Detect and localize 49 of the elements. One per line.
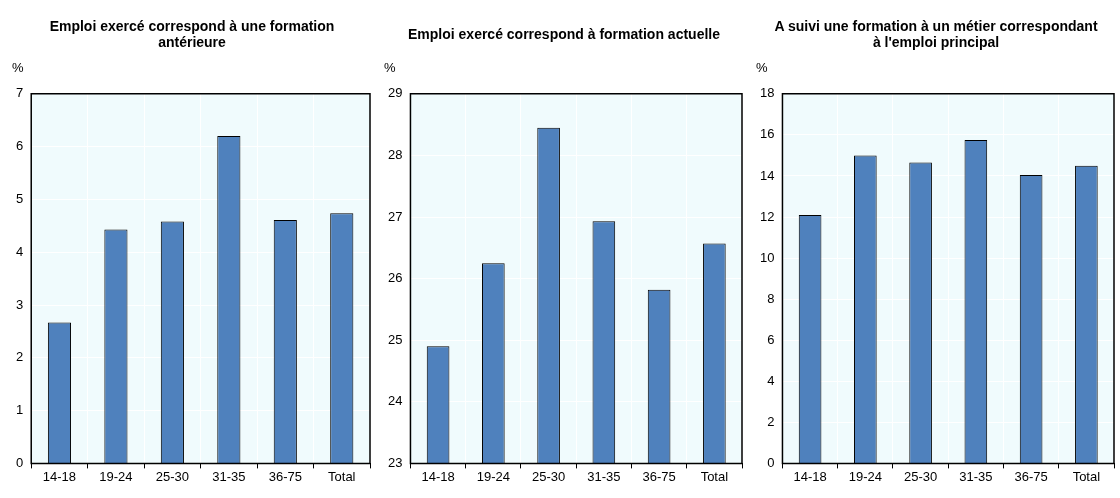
x-tick-label: Total	[328, 468, 356, 484]
y-tick-label: 1	[16, 402, 24, 418]
x-tick-label: 14-18	[42, 468, 77, 484]
x-tick-label: 36-75	[642, 468, 676, 484]
y-tick-label: 8	[767, 290, 775, 306]
y-tick-label: 6	[16, 138, 24, 154]
x-tick-label: 19-24	[848, 468, 882, 484]
y-tick-label: 16	[759, 126, 775, 142]
x-tick-label: 25-30	[903, 468, 938, 484]
x-tick-label: Total	[1072, 468, 1101, 484]
y-tick-label: 29	[387, 85, 403, 101]
chart-title: A suivi une formation à un métier correspondant à l'emploi principal	[773, 17, 1099, 52]
y-axis-title: %	[755, 60, 769, 77]
x-tick-label: 25-30	[531, 468, 566, 484]
y-tick-label: 5	[16, 190, 24, 206]
x-tick-label: 36-75	[268, 468, 302, 484]
x-tick-label: 31-35	[212, 468, 246, 484]
y-tick-label: 25	[387, 331, 403, 347]
x-tick-label: 36-75	[1014, 468, 1048, 484]
x-tick-label: 25-30	[155, 468, 190, 484]
y-tick-label: 2	[16, 349, 24, 365]
y-tick-label: 27	[387, 208, 403, 224]
y-tick-label: 7	[16, 85, 24, 101]
y-tick-label: 26	[387, 270, 403, 286]
chart-title: Emploi exercé correspond à formation actuelle	[407, 25, 721, 44]
x-tick-label: 31-35	[959, 468, 993, 484]
y-tick-label: 3	[16, 296, 24, 312]
x-tick-label: 31-35	[587, 468, 621, 484]
y-tick-label: 24	[387, 393, 403, 409]
y-tick-label: 14	[759, 167, 775, 183]
x-tick-label: 14-18	[421, 468, 455, 484]
x-tick-label: Total	[700, 468, 729, 484]
y-tick-label: 2	[767, 413, 775, 429]
y-axis-title: %	[383, 60, 397, 77]
y-tick-label: 23	[387, 454, 403, 470]
y-tick-label: 28	[387, 146, 403, 162]
y-tick-label: 12	[759, 208, 775, 224]
x-tick-label: 14-18	[793, 468, 827, 484]
y-tick-label: 10	[759, 249, 775, 265]
y-axis-title: %	[11, 60, 25, 77]
x-tick-label: 19-24	[99, 468, 133, 484]
y-tick-label: 6	[767, 331, 775, 347]
x-tick-label: 19-24	[476, 468, 510, 484]
y-tick-label: 18	[759, 85, 775, 101]
y-tick-label: 0	[767, 454, 775, 470]
y-tick-label: 0	[16, 454, 24, 470]
y-tick-label: 4	[16, 243, 24, 259]
y-tick-label: 4	[767, 372, 775, 388]
chart-title: Emploi exercé correspond à une formation antérieure	[48, 17, 336, 52]
